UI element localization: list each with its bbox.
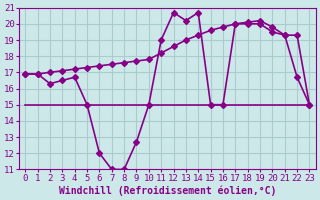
X-axis label: Windchill (Refroidissement éolien,°C): Windchill (Refroidissement éolien,°C) <box>59 185 276 196</box>
